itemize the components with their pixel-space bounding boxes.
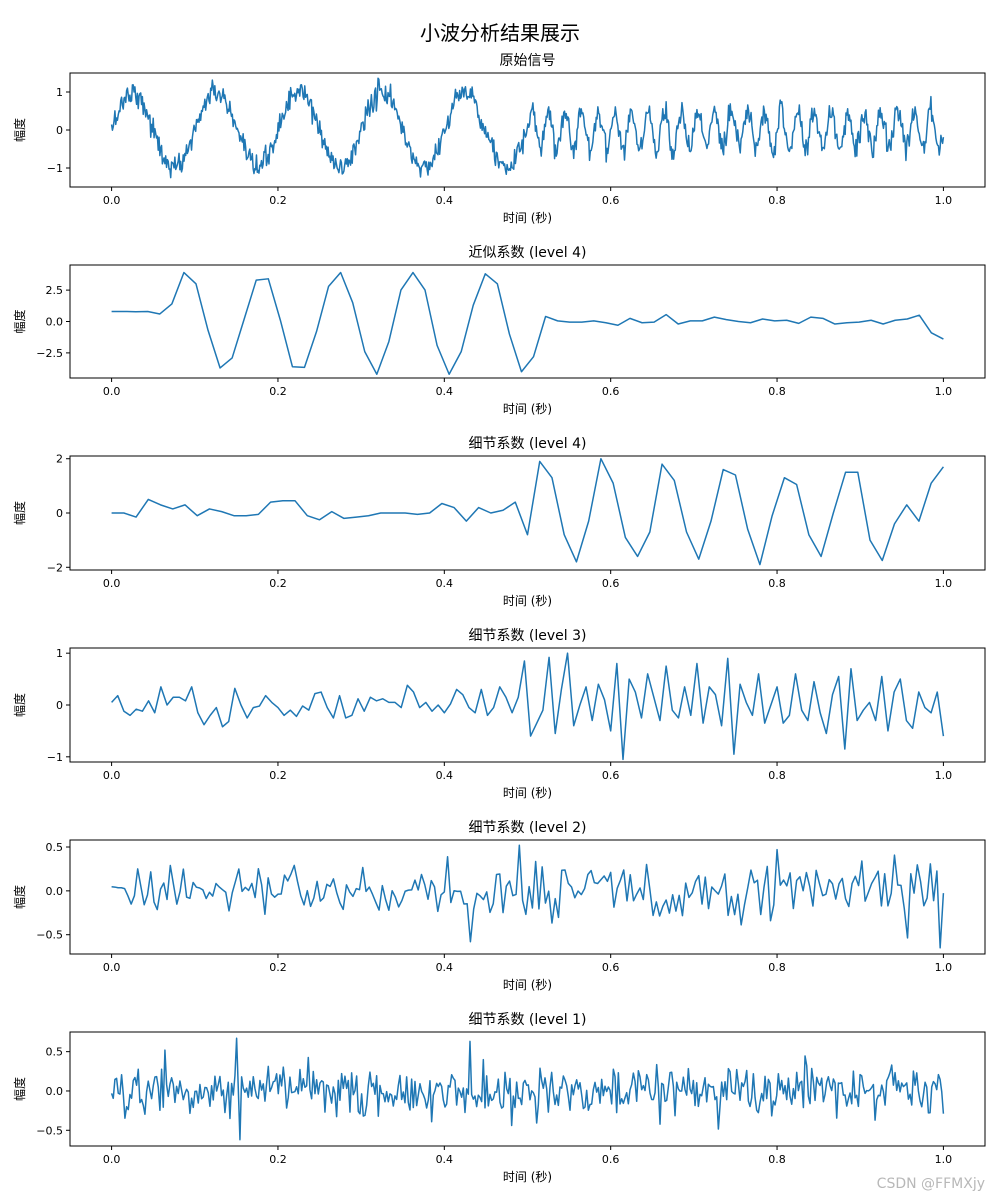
x-tick-label: 1.0 [935,769,953,782]
subplot-title: 近似系数 (level 4) [468,245,586,261]
y-tick-label: 0.5 [46,1046,64,1059]
y-tick-label: −2 [47,561,63,574]
subplot-5: 细节系数 (level 2) 0.0 0.2 0.4 0.6 0.8 1.0 −0.5 0.0 0… [12,820,986,992]
subplot-1: 原始信号 0.0 0.2 0.4 0.6 0.8 1.0 −1 0 1 时间 (秒) 幅度 [12,53,986,225]
x-tick-label: 0.6 [602,769,620,782]
x-tick-label: 0.2 [269,577,287,590]
axes-frame [69,839,986,955]
y-tick-label: 0.0 [46,316,64,329]
y-axis-label: 幅度 [12,693,27,717]
x-axis-label: 时间 (秒) [503,211,552,225]
axes-frame [69,1031,986,1147]
x-tick-label: 0.0 [103,577,121,590]
y-tick-label: 0 [56,699,63,712]
watermark: CSDN @FFMXjy [877,1176,985,1192]
y-tick-label: 0.0 [46,1085,64,1098]
y-tick-label: −1 [47,751,63,764]
y-tick-label: −0.5 [36,929,63,942]
series-line [111,652,945,761]
x-axis-label: 时间 (秒) [503,594,552,608]
series-line [111,271,944,375]
x-tick-label: 0.4 [436,961,454,974]
x-tick-label: 0.8 [768,769,786,782]
subplot-title: 细节系数 (level 2) [468,820,586,836]
x-tick-label: 0.2 [269,1153,287,1166]
subplot-title: 原始信号 [500,53,556,69]
axes-frame [69,455,986,571]
x-tick-label: 0.4 [436,385,454,398]
series-line [111,457,945,566]
x-tick-label: 0.6 [602,961,620,974]
y-tick-label: 0 [56,507,63,520]
x-axis-label: 时间 (秒) [503,786,552,800]
y-tick-label: −2.5 [36,347,63,360]
y-tick-label: −0.5 [36,1124,63,1137]
subplot-title: 细节系数 (level 3) [468,628,586,644]
x-tick-label: 1.0 [935,194,953,207]
y-tick-label: 0.5 [46,841,64,854]
x-tick-label: 0.6 [602,194,620,207]
y-tick-label: 1 [56,647,63,660]
x-tick-label: 0.2 [269,961,287,974]
x-tick-label: 0.6 [602,577,620,590]
series-line [110,1037,945,1141]
x-tick-label: 0.0 [103,1153,121,1166]
x-tick-label: 0.0 [103,385,121,398]
subplot-3: 细节系数 (level 4) 0.0 0.2 0.4 0.6 0.8 1.0 −2 0 2 时间 (… [12,436,986,608]
x-tick-label: 1.0 [935,385,953,398]
x-tick-label: 0.2 [269,769,287,782]
subplot-title: 细节系数 (level 4) [468,436,586,452]
y-axis-label: 幅度 [12,885,27,909]
x-tick-label: 0.0 [103,961,121,974]
x-tick-label: 1.0 [935,961,953,974]
x-tick-label: 0.2 [269,385,287,398]
axes-frame [69,264,986,379]
y-tick-label: 1 [56,86,63,99]
x-tick-label: 0.8 [768,961,786,974]
x-tick-label: 1.0 [935,1153,953,1166]
subplot-title: 细节系数 (level 1) [468,1012,586,1028]
y-axis-label: 幅度 [12,1077,27,1101]
y-tick-label: 2.5 [46,284,64,297]
x-tick-label: 0.4 [436,1153,454,1166]
x-tick-label: 0.2 [269,194,287,207]
x-tick-label: 0.4 [436,194,454,207]
y-axis-label: 幅度 [12,118,27,142]
x-tick-label: 0.8 [768,1153,786,1166]
x-tick-label: 0.8 [768,577,786,590]
x-tick-label: 0.0 [103,769,121,782]
x-axis-label: 时间 (秒) [503,402,552,416]
subplot-2: 近似系数 (level 4) 0.0 0.2 0.4 0.6 0.8 1.0 −2.5 0.0 2… [12,245,986,416]
series-line [110,77,945,179]
subplot-6: 细节系数 (level 1) 0.0 0.2 0.4 0.6 0.8 1.0 −0.5 0.0 0… [12,1012,986,1184]
y-tick-label: 0.0 [46,885,64,898]
x-axis-label: 时间 (秒) [503,978,552,992]
figure-suptitle: 小波分析结果展示 [420,21,580,45]
y-axis-label: 幅度 [12,309,27,333]
subplot-4: 细节系数 (level 3) 0.0 0.2 0.4 0.6 0.8 1.0 −1 0 1 时间 (… [12,628,986,800]
x-tick-label: 0.8 [768,194,786,207]
x-tick-label: 0.0 [103,194,121,207]
series-line [111,844,945,949]
x-tick-label: 0.6 [602,1153,620,1166]
x-tick-label: 0.4 [436,769,454,782]
y-tick-label: 0 [56,124,63,137]
y-tick-label: 2 [56,453,63,466]
x-axis-label: 时间 (秒) [503,1170,552,1184]
x-tick-label: 0.8 [768,385,786,398]
x-tick-label: 0.6 [602,385,620,398]
y-axis-label: 幅度 [12,501,27,525]
x-tick-label: 1.0 [935,577,953,590]
x-tick-label: 0.4 [436,577,454,590]
y-tick-label: −1 [47,162,63,175]
